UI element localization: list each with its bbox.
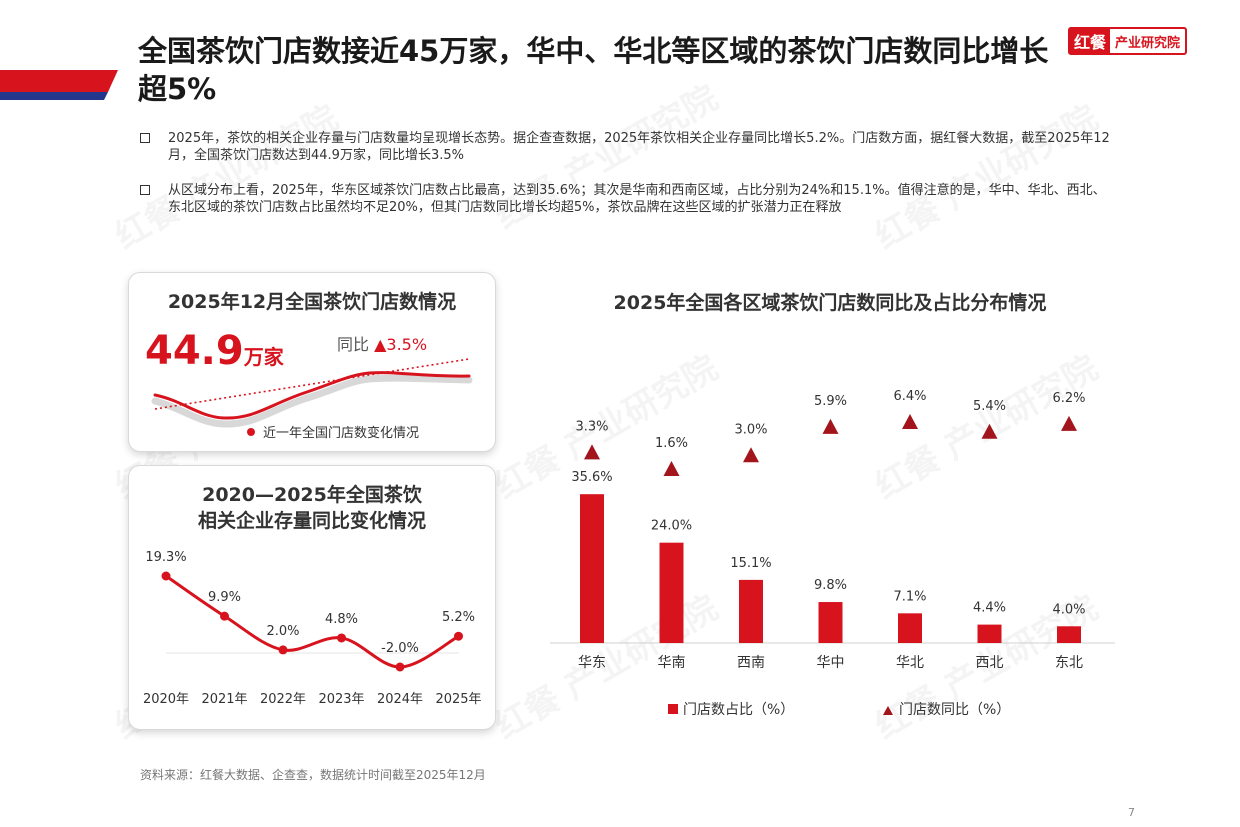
legend-triangle-swatch xyxy=(883,706,893,715)
logo-mark: 红餐 xyxy=(1070,29,1111,53)
data-point xyxy=(337,633,346,643)
data-label: 4.8% xyxy=(325,612,358,627)
x-tick-label: 西南 xyxy=(737,655,765,671)
data-point xyxy=(220,611,229,621)
triangle-data-label: 6.4% xyxy=(893,389,926,404)
page-title: 全国茶饮门店数接近45万家，华中、华北等区域的茶饮门店数同比增长超5% xyxy=(138,34,1049,106)
legend-text: 近一年全国门店数变化情况 xyxy=(263,426,420,441)
legend-bar-swatch xyxy=(668,704,678,714)
x-tick-label: 2020年 xyxy=(143,692,189,707)
x-tick-label: 华南 xyxy=(658,655,686,671)
triangle-marker xyxy=(1061,415,1077,431)
triangle-data-label: 5.4% xyxy=(973,399,1006,414)
x-tick-label: 2024年 xyxy=(377,692,423,707)
bar xyxy=(977,624,1002,643)
triangle-marker xyxy=(981,423,998,439)
store-yoy: 同比 ▲3.5% xyxy=(337,331,427,355)
triangle-data-label: 6.2% xyxy=(1052,391,1085,406)
series-line xyxy=(165,574,460,669)
bullet-square-icon xyxy=(140,133,150,143)
bar xyxy=(898,613,922,643)
bar-data-label: 15.1% xyxy=(730,556,771,571)
watermark: 红餐 产业研究院 xyxy=(104,91,345,258)
bar xyxy=(818,602,843,643)
triangle-marker xyxy=(743,447,759,463)
triangle-data-label: 3.3% xyxy=(575,419,608,434)
triangle-data-label: 5.9% xyxy=(814,394,847,409)
triangle-marker xyxy=(663,461,680,476)
bullet-point: 2025年，茶饮的相关企业存量与门店数量均呈现增长态势。据企查查数据，2025年… xyxy=(140,130,1115,164)
store-count-number: 44.9 xyxy=(145,328,244,374)
store-card-title: 2025年12月全国茶饮门店数情况 xyxy=(167,291,457,313)
x-tick-label: 东北 xyxy=(1055,655,1083,671)
triangle-data-label: 1.6% xyxy=(655,436,688,451)
data-point xyxy=(278,645,288,655)
data-label: 5.2% xyxy=(442,610,475,625)
watermark: 红餐 产业研究院 xyxy=(864,91,1105,258)
x-tick-label: 2025年 xyxy=(435,692,481,707)
bar-data-label: 9.8% xyxy=(814,578,847,593)
x-tick-label: 华中 xyxy=(817,655,845,671)
bar xyxy=(1057,626,1081,643)
x-tick-label: 华东 xyxy=(578,655,606,671)
header-accent-bar xyxy=(0,70,118,100)
x-tick-label: 2021年 xyxy=(201,692,247,707)
triangle-marker xyxy=(902,413,918,429)
store-count-card: 2025年12月全国茶饮门店数情况 44.9万家 同比 ▲3.5% 近一年全国门… xyxy=(128,272,496,452)
legend-dot-icon xyxy=(247,428,255,436)
bar xyxy=(580,494,604,643)
bar xyxy=(739,579,763,643)
region-chart-title: 2025年全国各区域茶饮门店数同比及占比分布情况 xyxy=(613,292,1047,314)
store-trend-sparkline xyxy=(151,358,473,428)
store-trend-legend: 近一年全国门店数变化情况 xyxy=(247,422,419,441)
bullet-text: 2025年，茶饮的相关企业存量与门店数量均呈现增长态势。据企查查数据，2025年… xyxy=(168,131,1110,163)
data-label: 2.0% xyxy=(266,624,299,639)
legend-triangle-label: 门店数同比（%） xyxy=(899,702,1010,718)
yoy-value: ▲3.5% xyxy=(374,335,428,354)
data-point xyxy=(161,571,171,581)
data-point xyxy=(395,662,405,672)
triangle-marker xyxy=(584,444,600,460)
legend-bar-label: 门店数占比（%） xyxy=(683,702,794,718)
brand-logo: 红餐 产业研究院 xyxy=(1068,27,1188,55)
bar xyxy=(659,542,684,643)
enterprise-yoy-line-chart: 19.3% 2020年 9.9% 2021年 2.0% 2022年 4.8% 2023年 -2.… xyxy=(143,550,482,707)
x-tick-label: 2023年 xyxy=(318,692,364,707)
data-point xyxy=(454,631,463,641)
data-label: 9.9% xyxy=(208,590,241,605)
x-tick-label: 2022年 xyxy=(260,692,306,707)
triangle-data-label: 3.0% xyxy=(734,422,767,437)
triangle-marker xyxy=(822,418,839,434)
logo-text: 产业研究院 xyxy=(1115,35,1181,51)
enterprise-card-title-line1: 2020—2025年全国茶饮 xyxy=(202,484,422,506)
page-number: 7 xyxy=(1128,806,1135,819)
bar-data-label: 35.6% xyxy=(571,470,612,485)
bar-data-label: 4.4% xyxy=(973,601,1006,616)
bullet-text: 从区域分布上看，2025年，华东区域茶饮门店数占比最高，达到35.6%；其次是华… xyxy=(168,183,1106,215)
bar-data-label: 4.0% xyxy=(1052,602,1085,617)
region-bar-chart: 35.6% 华东 3.3% 24.0% 华南 1.6% 15.1% 西南 3.0% 9.8% 华中 5… xyxy=(550,389,1115,718)
data-label: 19.3% xyxy=(145,550,186,565)
data-label: -2.0% xyxy=(381,641,419,656)
source-note: 资料来源：红餐大数据、企查查，数据统计时间截至2025年12月 xyxy=(140,768,486,782)
enterprise-yoy-card: 2020—2025年全国茶饮 相关企业存量同比变化情况 19.3% 2020年 9.… xyxy=(128,465,496,730)
bar-data-label: 7.1% xyxy=(893,589,926,604)
x-tick-label: 华北 xyxy=(896,655,924,671)
bullet-square-icon xyxy=(140,185,150,195)
bar-data-label: 24.0% xyxy=(651,519,692,534)
enterprise-card-title-line2: 相关企业存量同比变化情况 xyxy=(197,510,426,532)
store-count-unit: 万家 xyxy=(243,345,284,369)
enterprise-card-title: 2020—2025年全国茶饮 相关企业存量同比变化情况 xyxy=(129,482,495,534)
bullet-point: 从区域分布上看，2025年，华东区域茶饮门店数占比最高，达到35.6%；其次是华… xyxy=(140,182,1115,216)
x-tick-label: 西北 xyxy=(976,655,1004,671)
yoy-label: 同比 xyxy=(337,335,370,354)
store-count-value: 44.9万家 xyxy=(145,329,284,379)
